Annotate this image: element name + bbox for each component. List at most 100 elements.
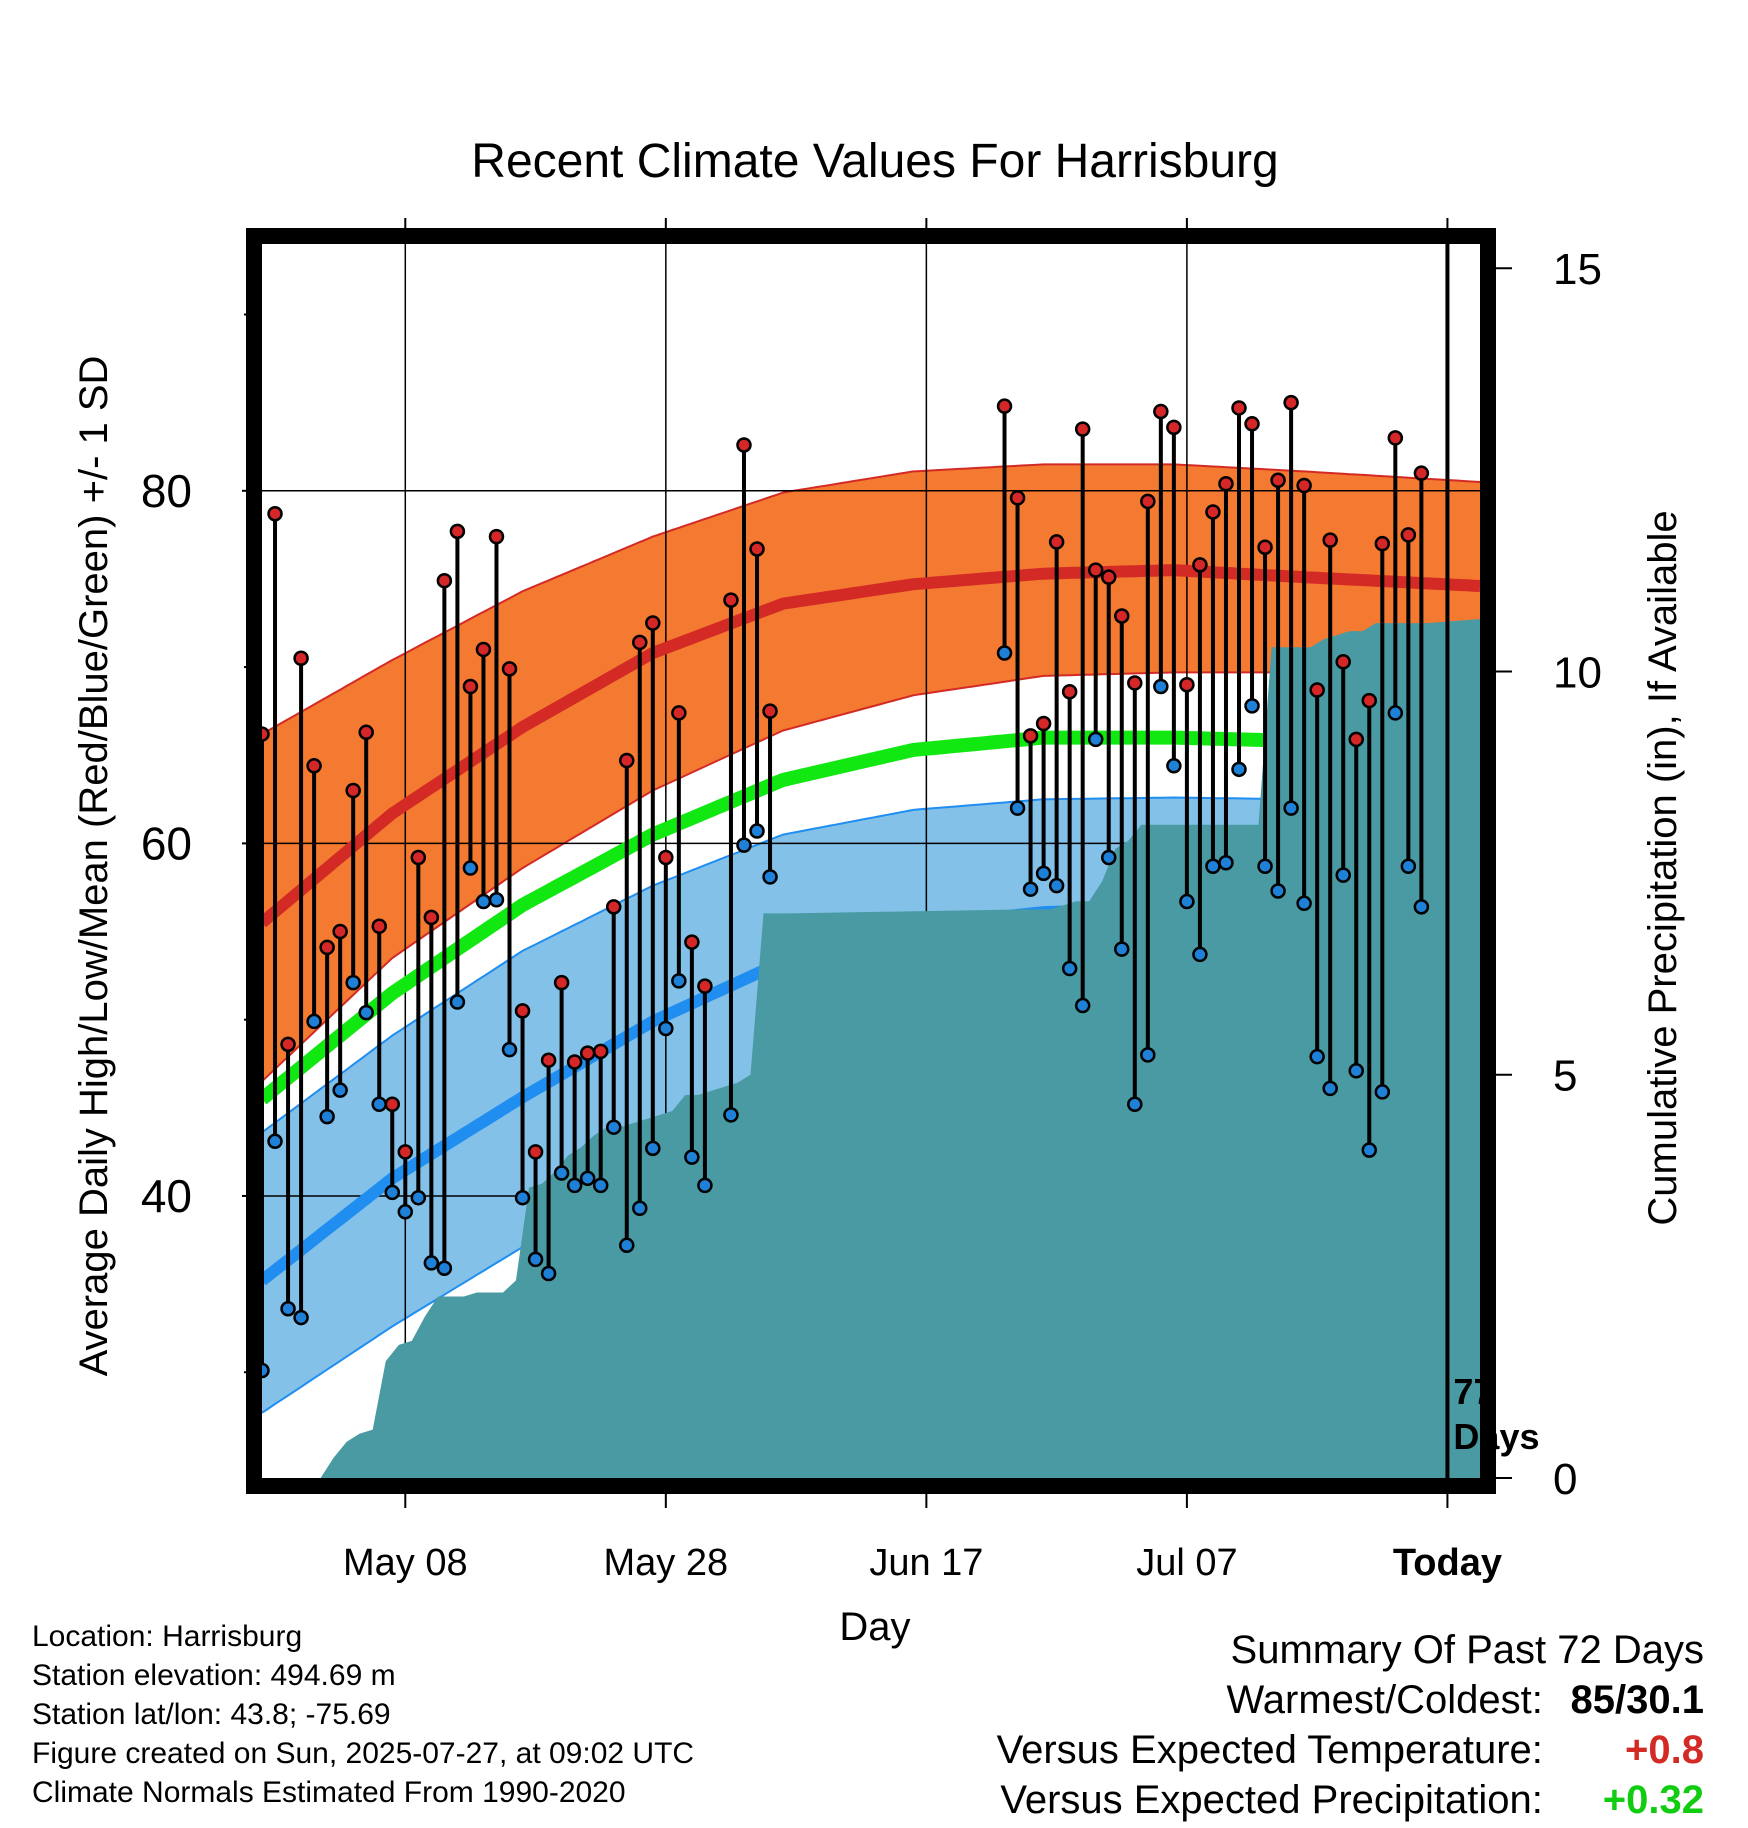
daily-low-point xyxy=(540,1265,557,1282)
daily-high-point xyxy=(1061,684,1078,700)
daily-low-point xyxy=(1231,761,1247,778)
daily-low-point xyxy=(645,1140,661,1157)
daily-low-point xyxy=(280,1301,296,1317)
today-days-label: Days xyxy=(1453,1416,1539,1457)
daily-low-point xyxy=(1061,960,1078,977)
daily-high-point xyxy=(1361,692,1378,709)
daily-low-point xyxy=(1179,893,1195,910)
daily-high-point xyxy=(996,398,1013,414)
daily-low-point xyxy=(1140,1047,1156,1063)
daily-high-point xyxy=(423,909,440,926)
daily-high-point xyxy=(1309,682,1325,698)
daily-low-point xyxy=(1348,1063,1364,1079)
daily-high-point xyxy=(332,923,348,940)
daily-low-point xyxy=(501,1041,518,1058)
y-tick-label: 80 xyxy=(141,465,192,517)
daily-low-point xyxy=(1361,1142,1378,1158)
daily-high-point xyxy=(1127,675,1143,691)
daily-low-point xyxy=(1309,1048,1325,1065)
daily-high-point xyxy=(371,918,387,934)
daily-high-point xyxy=(358,724,374,741)
daily-low-point xyxy=(553,1165,570,1181)
daily-low-point xyxy=(293,1309,309,1326)
daily-high-point xyxy=(501,661,518,677)
summary-title: Summary Of Past 72 Days xyxy=(1230,1628,1704,1672)
daily-high-point xyxy=(1022,728,1039,744)
x-tick-label: Jul 07 xyxy=(1136,1542,1237,1584)
daily-high-point xyxy=(436,572,453,589)
y2-tick-label: 5 xyxy=(1553,1052,1577,1101)
daily-high-point xyxy=(645,615,661,631)
y2-tick-label: 10 xyxy=(1553,648,1602,697)
summary-value: 85/30.1 xyxy=(1570,1678,1704,1722)
daily-low-point xyxy=(475,893,492,910)
summary-row-extremes: Warmest/Coldest: 85/30.1 xyxy=(997,1675,1705,1725)
daily-high-point xyxy=(514,1003,531,1019)
daily-low-point xyxy=(267,1133,283,1150)
daily-high-point xyxy=(1218,475,1234,492)
daily-high-point xyxy=(592,1043,609,1060)
daily-low-point xyxy=(345,974,361,991)
daily-low-point xyxy=(996,645,1013,661)
daily-high-point xyxy=(1166,419,1182,436)
daily-high-point xyxy=(762,703,778,719)
daily-low-point xyxy=(1114,941,1130,957)
daily-low-point xyxy=(1035,865,1052,882)
daily-low-point xyxy=(658,1020,674,1037)
daily-high-point xyxy=(658,849,674,866)
daily-low-point xyxy=(423,1255,440,1271)
daily-high-point xyxy=(345,782,361,799)
daily-low-point xyxy=(1087,731,1104,748)
daily-high-point xyxy=(749,541,765,557)
daily-low-point xyxy=(1244,698,1260,714)
latlon-text: Station lat/lon: 43.8; -75.69 xyxy=(32,1698,391,1731)
summary-label: Versus Expected Precipitation: xyxy=(1000,1778,1543,1822)
daily-high-point xyxy=(1114,608,1130,624)
daily-low-point xyxy=(1296,895,1312,912)
daily-low-point xyxy=(358,1004,374,1021)
daily-low-point xyxy=(1413,899,1430,915)
x-tick-label: May 08 xyxy=(343,1542,468,1584)
daily-low-point xyxy=(1074,997,1091,1014)
daily-low-point xyxy=(566,1177,583,1194)
daily-low-point xyxy=(592,1177,609,1194)
daily-high-point xyxy=(410,849,427,866)
daily-high-point xyxy=(449,523,466,540)
x-tick-label: Jun 17 xyxy=(869,1542,983,1584)
daily-low-point xyxy=(371,1096,387,1113)
daily-low-point xyxy=(736,837,752,853)
y2-axis-label: Cumulative Precipitation (in), If Availa… xyxy=(1641,510,1685,1225)
daily-high-point xyxy=(527,1144,544,1160)
daily-low-point xyxy=(1048,877,1065,894)
station-info: Location: Harrisburg Station elevation: … xyxy=(32,1617,694,1812)
daily-high-point xyxy=(1140,493,1156,510)
daily-low-point xyxy=(1009,800,1026,816)
summary-label: Warmest/Coldest: xyxy=(1226,1678,1543,1722)
daily-low-point xyxy=(306,1013,322,1030)
daily-low-point xyxy=(579,1170,596,1187)
daily-high-point xyxy=(1074,421,1091,437)
daily-low-point xyxy=(684,1149,700,1165)
y-axis-label: Average Daily High/Low/Mean (Red/Blue/Gr… xyxy=(72,356,116,1377)
daily-high-point xyxy=(579,1045,596,1061)
daily-low-point xyxy=(1257,858,1273,875)
location-text: Location: Harrisburg xyxy=(32,1620,303,1653)
daily-low-point xyxy=(1335,867,1351,883)
daily-high-point xyxy=(1035,715,1052,732)
summary-value: +0.32 xyxy=(1602,1778,1704,1822)
daily-high-point xyxy=(397,1144,414,1160)
daily-low-point xyxy=(262,1362,270,1379)
daily-low-point xyxy=(1400,858,1417,875)
daily-low-point xyxy=(671,973,687,989)
summary-value: +0.8 xyxy=(1625,1728,1704,1772)
y-tick-label: 40 xyxy=(141,1170,192,1222)
daily-high-point xyxy=(684,934,700,950)
daily-low-point xyxy=(1192,946,1208,963)
daily-low-point xyxy=(1100,849,1117,866)
daily-high-point xyxy=(697,978,713,994)
daily-high-point xyxy=(605,899,622,915)
daily-high-point xyxy=(488,528,505,545)
daily-low-point xyxy=(1218,855,1234,871)
daily-low-point xyxy=(1322,1080,1338,1097)
